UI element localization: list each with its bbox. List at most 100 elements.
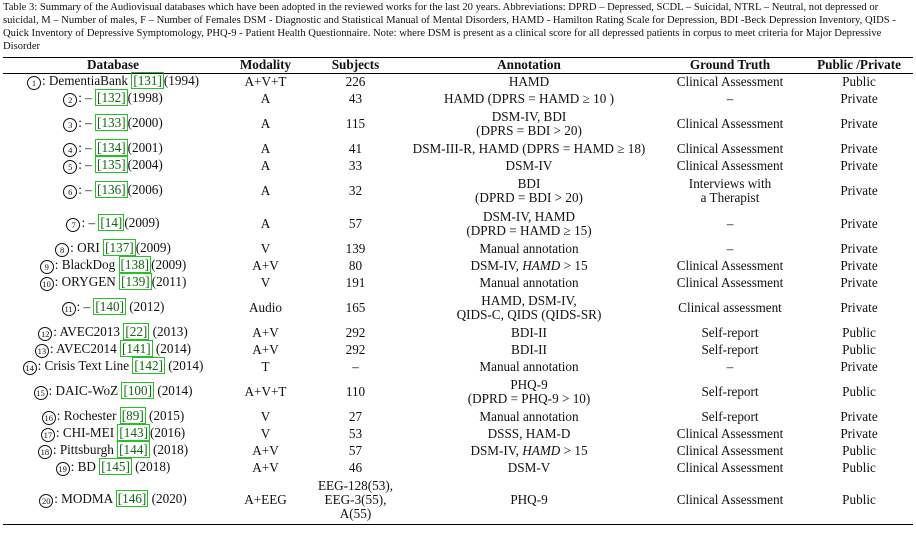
citation-link[interactable]: [141]	[120, 340, 153, 357]
cell-access: Private	[805, 241, 913, 258]
annotation-text: DSSS, HAM-D	[487, 425, 571, 441]
cell-database: 12: AVEC2013 [22] (2013)	[3, 323, 223, 342]
citation-link[interactable]: [134]	[95, 139, 128, 156]
cell-access: Private	[805, 275, 913, 292]
cell-database: 5: – [135] (2004)	[3, 156, 223, 175]
annotation-text: DSM-IV, HAMD	[482, 208, 576, 224]
cell-annotation: DSM-IV, HAMD > 15	[403, 258, 655, 275]
cell-access: Private	[805, 175, 913, 208]
cell-modality: A	[223, 158, 308, 175]
access-value: Private	[840, 115, 878, 131]
citation-link[interactable]: [146]	[115, 490, 149, 508]
cell-access: Public	[805, 376, 913, 409]
row-number-badge: 15	[33, 386, 48, 400]
citation-link[interactable]: [131]	[131, 72, 164, 90]
citation-link[interactable]: [137]	[103, 239, 136, 256]
modality-value: V	[260, 240, 271, 256]
subjects-value: 46	[348, 459, 363, 475]
annotation-text: (DPRD = BDI > 20)	[475, 190, 583, 205]
citation-link[interactable]: [138]	[118, 256, 152, 273]
annotation-text: Manual annotation	[479, 240, 579, 256]
citation-link[interactable]: [139]	[119, 273, 152, 290]
modality-value: A+V	[252, 459, 279, 475]
access-value: Private	[840, 425, 878, 441]
annotation-text: (DPRD = HAMD ≥ 15)	[466, 223, 592, 238]
table-header-row: Database Modality Subjects Annotation Gr…	[3, 57, 913, 74]
cell-modality: A	[223, 141, 308, 158]
row-number-badge: 1	[26, 76, 41, 91]
citation-link[interactable]: [22]	[123, 323, 150, 340]
cell-ground-truth: –	[655, 359, 805, 376]
annotation-text: DSM-IV,	[470, 442, 523, 458]
cell-access: Public	[805, 477, 913, 525]
modality-value: A	[260, 182, 271, 198]
access-value: Public	[842, 459, 876, 475]
database-year: (2006)	[127, 182, 163, 197]
access-value: Private	[840, 408, 878, 424]
cell-ground-truth: Self-report	[655, 342, 805, 359]
access-value: Private	[840, 215, 878, 231]
cell-annotation: DSM-V	[403, 460, 655, 477]
modality-value: A	[260, 140, 271, 156]
annotation-text: HAMD	[522, 257, 561, 273]
access-value: Private	[840, 299, 878, 315]
separator: :	[78, 182, 86, 197]
citation-link[interactable]: [144]	[117, 441, 150, 458]
citation-link[interactable]: [142]	[132, 357, 165, 374]
access-value: Public	[842, 442, 876, 458]
ground-truth-value: a Therapist	[700, 190, 760, 205]
modality-value: A+V	[252, 341, 279, 357]
access-value: Private	[840, 358, 878, 374]
cell-subjects: 292	[308, 342, 403, 359]
database-name: BlackDog	[61, 257, 119, 272]
ground-truth-value: Clinical Assessment	[676, 459, 784, 475]
annotation-text: DSM-IV	[505, 157, 553, 173]
row-number-badge: 18	[37, 445, 52, 459]
table-row: 5: – [135] (2004) A 33 DSM-IV Clinical Assess…	[3, 156, 913, 175]
database-name: Crisis Text Line	[44, 358, 133, 373]
database-year: (2018)	[131, 459, 171, 474]
access-value: Public	[842, 341, 876, 357]
table-row: 10: ORYGEN [139] (2011) V 191 Manual annotat…	[3, 273, 913, 292]
cell-database: 19: BD [145] (2018)	[3, 458, 223, 477]
cell-access: Private	[805, 426, 913, 443]
citation-link[interactable]: [14]	[98, 214, 125, 231]
database-name: ORYGEN	[61, 274, 120, 289]
database-name: BD	[77, 459, 100, 474]
annotation-text: (DPRD = PHQ-9 > 10)	[467, 391, 591, 406]
citation-link[interactable]: [136]	[95, 181, 128, 198]
cell-ground-truth: Clinical Assessment	[655, 460, 805, 477]
citation-link[interactable]: [143]	[117, 424, 150, 441]
ground-truth-value: Clinical Assessment	[676, 425, 784, 441]
citation-link[interactable]: [140]	[93, 298, 126, 315]
database-name: MODMA	[61, 491, 116, 507]
modality-value: A+V+T	[244, 383, 287, 399]
citation-link[interactable]: [145]	[99, 458, 132, 475]
modality-value: A+V	[252, 442, 279, 458]
cell-modality: A+V	[223, 443, 308, 460]
database-year: (1998)	[127, 90, 163, 105]
col-header-annotation: Annotation	[497, 57, 561, 73]
database-name: DAIC-WoZ	[55, 383, 122, 398]
citation-link[interactable]: [100]	[121, 382, 155, 399]
row-number-badge: 11	[61, 302, 76, 316]
cell-database: 10: ORYGEN [139] (2011)	[3, 273, 223, 292]
database-name: –	[85, 140, 96, 155]
cell-annotation: Manual annotation	[403, 275, 655, 292]
subjects-value: 27	[348, 408, 363, 424]
annotation-text: Manual annotation	[479, 408, 579, 424]
citation-link[interactable]: [133]	[95, 114, 128, 131]
table-row: 20: MODMA [146] (2020) A+EEG EEG-128(53), E…	[3, 477, 913, 525]
cell-annotation: DSM-IV	[403, 158, 655, 175]
cell-ground-truth: Clinical Assessment	[655, 258, 805, 275]
citation-link[interactable]: [89]	[119, 407, 146, 424]
citation-link[interactable]: [132]	[95, 89, 128, 106]
cell-access: Public	[805, 325, 913, 342]
modality-value: V	[260, 425, 271, 441]
cell-subjects: EEG-128(53), EEG-3(55), A(55)	[308, 477, 403, 525]
subjects-value: 191	[345, 274, 366, 290]
col-header-access: Public /Private	[817, 57, 901, 73]
access-value: Private	[840, 157, 878, 173]
cell-database: 3: – [133] (2000)	[3, 108, 223, 141]
citation-link[interactable]: [135]	[95, 156, 128, 173]
